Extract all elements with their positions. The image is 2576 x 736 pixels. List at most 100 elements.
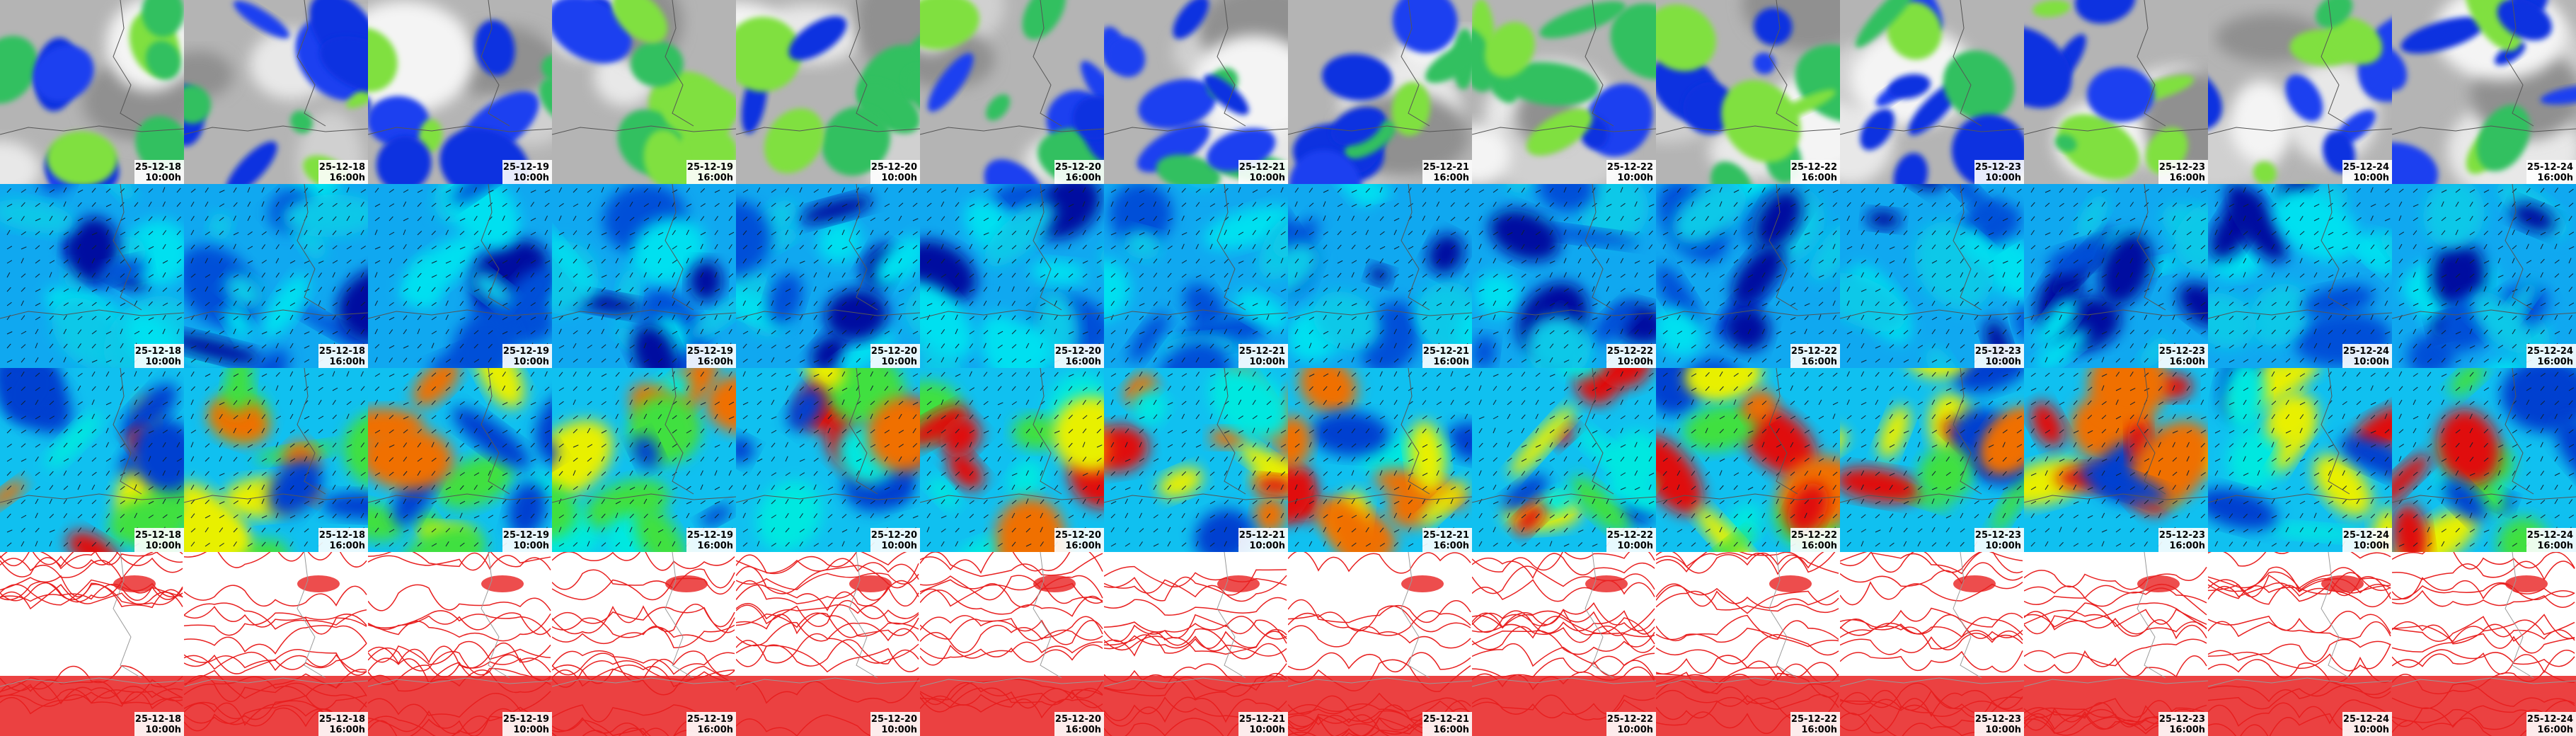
- wind-arrow: [1521, 316, 1527, 321]
- wind-arrow: [983, 472, 989, 476]
- field-blob: [1484, 22, 1535, 78]
- wind-arrow: [2455, 273, 2461, 278]
- wind-arrow: [544, 229, 548, 236]
- wind-arrow: [530, 287, 536, 292]
- wind-arrow: [1054, 386, 1059, 391]
- wind-arrow: [1393, 217, 1400, 222]
- field-blob: [1288, 243, 1320, 299]
- coastline: [0, 0, 184, 135]
- wind-arrow: [700, 300, 703, 306]
- wind-arrow: [445, 430, 452, 434]
- wind-arrow: [1733, 330, 1739, 335]
- wind-arrow: [1903, 245, 1909, 250]
- wind-arrow: [2214, 287, 2219, 292]
- wind-arrow: [1266, 500, 1272, 505]
- wind-arrow: [573, 317, 579, 321]
- wind-arrow: [573, 386, 577, 391]
- wind-arrow: [105, 259, 111, 264]
- wind-arrow: [1790, 385, 1793, 391]
- wind-arrow: [1620, 427, 1623, 434]
- wind-arrow: [997, 258, 1001, 264]
- wind-arrow: [841, 343, 846, 349]
- wind-arrow: [1252, 287, 1258, 292]
- date-label: 25-12-18: [319, 162, 365, 173]
- wind-arrow: [1025, 203, 1032, 207]
- date-label: 25-12-21: [1423, 346, 1469, 357]
- wind-arrow: [884, 430, 890, 434]
- field-blob: [1313, 292, 1380, 351]
- wind-arrow: [1577, 472, 1584, 476]
- wind-arrow: [785, 442, 788, 448]
- wind-arrow: [21, 541, 25, 547]
- wind-arrow: [1054, 258, 1057, 264]
- wind-arrow: [162, 201, 166, 207]
- wind-arrow: [1832, 190, 1839, 193]
- wind-arrow: [162, 371, 166, 377]
- wind-arrow: [1705, 442, 1710, 448]
- wind-arrow: [2427, 358, 2432, 363]
- wind-arrow: [35, 328, 39, 335]
- wind-arrow: [219, 543, 224, 547]
- wind-arrow: [1125, 215, 1129, 222]
- field-blob: [1656, 4, 1716, 71]
- wind-arrow: [1238, 202, 1243, 207]
- wind-arrow: [1351, 443, 1357, 448]
- wind-arrow: [1224, 527, 1227, 533]
- wind-arrow: [1705, 427, 1708, 434]
- wind-arrow: [926, 401, 932, 406]
- wind-arrow: [1195, 414, 1200, 420]
- wind-arrow: [233, 232, 239, 236]
- label-bg: [1974, 344, 2024, 368]
- wind-arrow: [2526, 286, 2530, 292]
- wind-arrow: [1040, 329, 1045, 335]
- wind-arrow: [1209, 229, 1213, 236]
- wind-arrow: [1818, 470, 1822, 476]
- wind-arrow: [884, 470, 888, 476]
- wind-arrow: [672, 358, 677, 363]
- wind-arrow: [346, 187, 350, 193]
- wind-arrow: [771, 273, 776, 278]
- field-blob: [2175, 204, 2208, 271]
- wind-arrow: [1011, 401, 1017, 406]
- wind-arrow: [1110, 201, 1114, 207]
- wind-arrow: [983, 203, 989, 207]
- wind-arrow: [2342, 272, 2346, 278]
- wind-arrow: [983, 272, 988, 278]
- wind-arrow: [1153, 387, 1159, 391]
- wind-arrow: [1634, 272, 1638, 278]
- field-blob: [1472, 27, 1495, 92]
- field-blob: [920, 406, 969, 447]
- wind-arrow: [233, 373, 239, 377]
- wind-arrow: [1563, 484, 1568, 490]
- wind-arrow: [190, 258, 194, 264]
- wind-arrow: [346, 471, 351, 476]
- wind-arrow: [1875, 301, 1880, 306]
- wind-arrow: [374, 413, 379, 420]
- wind-arrow: [2398, 215, 2402, 222]
- wind-arrow: [870, 302, 875, 306]
- wind-arrow: [955, 512, 959, 519]
- wind-arrow: [2059, 301, 2064, 306]
- wind-arrow: [1153, 499, 1158, 505]
- wind-arrow: [2030, 357, 2035, 363]
- wind-arrow: [1733, 216, 1738, 222]
- field-blob: [2024, 26, 2072, 108]
- wind-arrow: [473, 373, 480, 377]
- wind-arrow: [2030, 287, 2035, 292]
- wind-arrow: [841, 316, 847, 321]
- wind-arrow: [728, 458, 735, 462]
- wind-arrow: [1705, 529, 1710, 533]
- wind-arrow: [827, 272, 831, 278]
- wind-arrow: [49, 357, 54, 363]
- wind-arrow: [1761, 230, 1766, 236]
- wind-arrow: [2271, 358, 2277, 363]
- wind-arrow: [1082, 485, 1088, 490]
- wind-arrow: [1450, 272, 1454, 278]
- wind-arrow: [587, 317, 593, 321]
- wind-arrow: [2257, 246, 2263, 250]
- wind-arrow: [997, 273, 1003, 278]
- wind-arrow: [1521, 372, 1526, 377]
- wind-arrow: [1677, 300, 1680, 306]
- wind-arrow: [955, 400, 960, 406]
